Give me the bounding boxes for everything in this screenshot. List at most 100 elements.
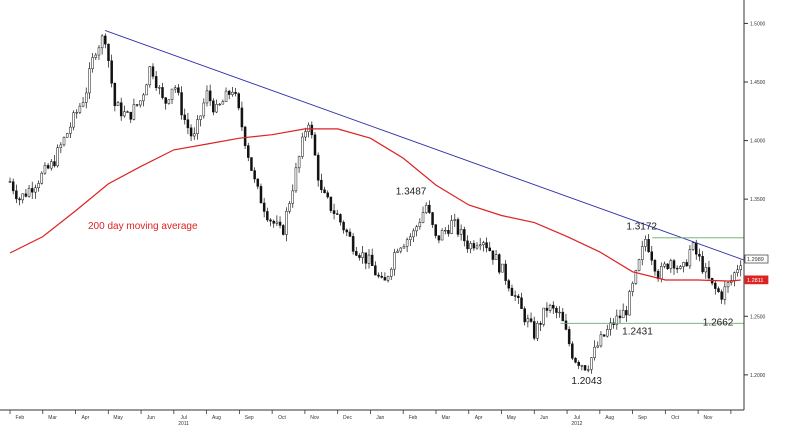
candle-body — [310, 124, 314, 136]
candle-body — [116, 102, 120, 107]
candle-body — [663, 263, 666, 267]
candle-body — [46, 165, 50, 169]
candle-body — [148, 66, 152, 86]
candle-body — [231, 91, 234, 95]
candle-body — [288, 203, 291, 212]
candle-body — [313, 134, 317, 156]
annotation-label: 1.2662 — [703, 317, 734, 328]
x-tick-label: Nov — [310, 415, 319, 421]
candle-body — [688, 249, 692, 267]
overlay-lines — [9, 30, 745, 324]
candle-body — [609, 322, 612, 330]
candle-body — [421, 212, 425, 223]
candle-body — [154, 76, 158, 88]
candle-body — [21, 193, 24, 201]
candle-body — [320, 179, 323, 191]
candle-body — [672, 260, 676, 269]
candle-body — [135, 104, 139, 106]
candle-body — [717, 288, 720, 293]
candle-body — [685, 262, 688, 267]
x-tick-label: Apr — [475, 415, 483, 421]
x-tick-label: Oct — [671, 415, 679, 421]
candle-body — [399, 247, 403, 252]
x-ticks: Feb Mar Apr May Jun Jul Aug Sep Oct Nov Dec Jan Feb M… — [9, 410, 732, 427]
candle-body — [107, 43, 110, 61]
candle-body — [329, 196, 333, 211]
candle-body — [431, 212, 434, 225]
candle-body — [193, 133, 196, 137]
candle-body — [199, 115, 202, 120]
candle-body — [714, 282, 717, 289]
candle-body — [345, 229, 349, 233]
candle-body — [269, 219, 272, 222]
candle-body — [707, 267, 711, 279]
candle-body — [173, 87, 177, 90]
x-tick-label: Jul — [180, 415, 186, 421]
candle-body — [247, 145, 250, 158]
candle-body — [145, 84, 148, 96]
candle-body — [564, 320, 568, 330]
candle-body — [580, 365, 584, 367]
candle-body — [409, 236, 412, 240]
price-badges: 1.2989 1.2811 — [744, 254, 769, 285]
price-candles — [8, 33, 742, 374]
candle-body — [415, 226, 418, 232]
candle-body — [501, 263, 504, 273]
candle-body — [37, 183, 40, 189]
candle-body — [691, 242, 695, 250]
candle-body — [739, 265, 742, 271]
candle-body — [34, 187, 37, 193]
candle-body — [396, 250, 399, 253]
candle-body — [180, 92, 183, 116]
candle-body — [97, 47, 101, 56]
candle-body — [567, 329, 571, 345]
candle-body — [590, 357, 593, 370]
candle-body — [100, 35, 104, 49]
x-tick-label: Jun — [147, 415, 155, 421]
candle-body — [586, 369, 590, 371]
candle-body — [297, 156, 301, 169]
x-tick-label: Jun — [540, 415, 548, 421]
candle-body — [262, 202, 266, 212]
candle-body — [625, 310, 628, 316]
candle-body — [81, 102, 85, 107]
candle-body — [440, 230, 444, 241]
candle-body — [364, 252, 368, 264]
candle-body — [221, 101, 225, 105]
candle-body — [18, 198, 21, 201]
candle-body — [339, 214, 342, 223]
candle-body — [504, 263, 507, 281]
candle-body — [94, 54, 98, 58]
candle-body — [237, 93, 240, 109]
moving-average-badge: 1.2811 — [744, 275, 769, 285]
candle-body — [498, 254, 501, 273]
candle-body — [75, 112, 78, 114]
x-year-label: 2012 — [571, 421, 582, 427]
candle-body — [272, 220, 275, 224]
y-tick-label: 1.2000 — [750, 373, 766, 379]
candle-body — [618, 315, 622, 319]
candle-body — [326, 192, 329, 198]
candle-body — [478, 244, 482, 247]
candle-body — [733, 272, 736, 281]
candle-body — [536, 323, 539, 339]
candle-body — [50, 161, 53, 169]
candle-body — [447, 229, 450, 234]
candle-body — [62, 137, 66, 146]
candle-body — [351, 236, 355, 252]
candle-body — [463, 229, 466, 242]
candle-body — [129, 111, 132, 120]
candle-body — [65, 133, 69, 138]
candle-body — [675, 267, 679, 270]
candle-body — [666, 263, 669, 269]
candle-body — [513, 295, 517, 297]
candle-body — [634, 270, 638, 284]
candle-body — [161, 87, 164, 98]
candle-body — [412, 230, 415, 238]
candle-body — [24, 193, 28, 197]
candle-body — [285, 211, 288, 235]
candle-body — [374, 265, 377, 276]
candle-body — [240, 107, 244, 128]
moving-average-badge-label: 1.2811 — [747, 278, 763, 284]
